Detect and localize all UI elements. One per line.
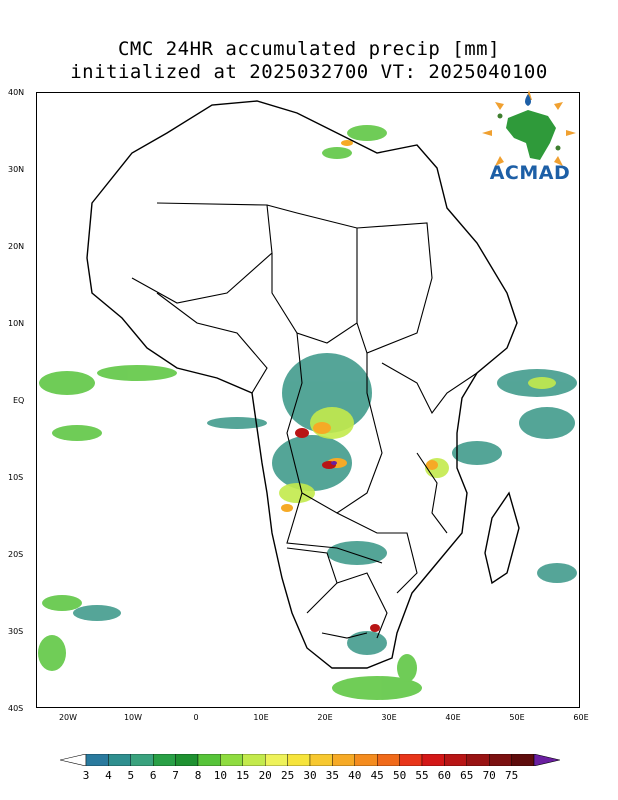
lon-label-50e: 50E xyxy=(509,713,525,722)
colorbar-swatch xyxy=(377,754,400,766)
acmad-logo xyxy=(482,90,576,166)
coastlines xyxy=(86,100,520,669)
colorbar-swatch xyxy=(85,754,109,766)
colorbar-swatch xyxy=(511,754,535,766)
colorbar-swatch xyxy=(108,754,132,766)
colorbar-swatch xyxy=(354,754,378,766)
country-borders xyxy=(131,202,478,639)
colorbar-swatch xyxy=(287,754,311,766)
lat-label-eq: EQ xyxy=(13,396,25,405)
colorbar-swatch xyxy=(466,754,490,766)
acmad-logo-text: ACMAD xyxy=(489,162,571,184)
colorbar-label: 35 xyxy=(325,769,340,782)
lon-label-20e: 20E xyxy=(317,713,333,722)
colorbar-label: 7 xyxy=(172,769,179,782)
title-line-2: initialized at 2025032700 VT: 2025040100 xyxy=(70,61,548,83)
colorbar-swatch xyxy=(152,754,176,766)
colorbar-label: 60 xyxy=(437,769,452,782)
lat-label-10n: 10N xyxy=(8,319,25,328)
colorbar-swatch xyxy=(489,754,512,766)
colorbar-over-arrow xyxy=(533,754,560,766)
colorbar-swatch xyxy=(332,754,355,766)
colorbar-label: 10 xyxy=(213,769,228,782)
colorbar-swatch xyxy=(421,754,445,766)
lat-label-20n: 20N xyxy=(8,242,25,251)
precip-map xyxy=(36,92,580,708)
lon-label-10w: 10W xyxy=(123,713,143,722)
colorbar-label: 30 xyxy=(303,769,317,782)
colorbar-label: 40 xyxy=(348,769,362,782)
colorbar-swatch xyxy=(264,754,288,766)
colorbar-label: 3 xyxy=(82,769,90,782)
lat-label-30n: 30N xyxy=(8,165,25,174)
lat-label-40n: 40N xyxy=(8,88,25,97)
colorbar-under-arrow xyxy=(60,754,87,766)
lon-label-40e: 40E xyxy=(445,713,461,722)
colorbar-label: 5 xyxy=(127,769,135,782)
colorbar-label: 75 xyxy=(504,769,519,782)
lat-label-20s: 20S xyxy=(8,550,24,559)
colorbar-label: 55 xyxy=(415,769,429,782)
colorbar-label: 6 xyxy=(149,769,157,782)
colorbar-label: 45 xyxy=(370,769,384,782)
colorbar-swatch xyxy=(309,754,333,766)
lon-label-0: 0 xyxy=(193,713,199,722)
colorbar-swatch xyxy=(444,754,467,766)
precip-patches xyxy=(38,125,577,700)
map-canvas xyxy=(38,100,577,700)
lon-label-10e: 10E xyxy=(253,713,269,722)
colorbar-swatch xyxy=(175,754,199,766)
lon-label-60e: 60E xyxy=(573,713,589,722)
lat-label-30s: 30S xyxy=(8,627,24,636)
colorbar-label: 20 xyxy=(258,769,272,782)
lon-label-20w: 20W xyxy=(58,713,78,722)
colorbar-swatch xyxy=(242,754,266,766)
lat-label-10s: 10S xyxy=(8,473,24,482)
colorbar-swatches xyxy=(60,754,560,766)
colorbar-label: 70 xyxy=(482,769,496,782)
lon-label-30e: 30E xyxy=(381,713,397,722)
colorbar-swatch xyxy=(399,754,423,766)
colorbar-label: 65 xyxy=(460,769,474,782)
colorbar-label: 4 xyxy=(105,769,112,782)
colorbar-swatch xyxy=(197,754,221,766)
colorbar-label: 25 xyxy=(280,769,295,782)
title-line-1: CMC 24HR accumulated precip [mm] xyxy=(117,38,501,60)
colorbar-label: 50 xyxy=(392,769,407,782)
colorbar-label: 15 xyxy=(236,769,250,782)
colorbar-swatch xyxy=(130,754,154,766)
colorbar-label: 8 xyxy=(194,769,202,782)
colorbar-swatch xyxy=(220,754,243,766)
lat-label-40s: 40S xyxy=(8,704,24,713)
